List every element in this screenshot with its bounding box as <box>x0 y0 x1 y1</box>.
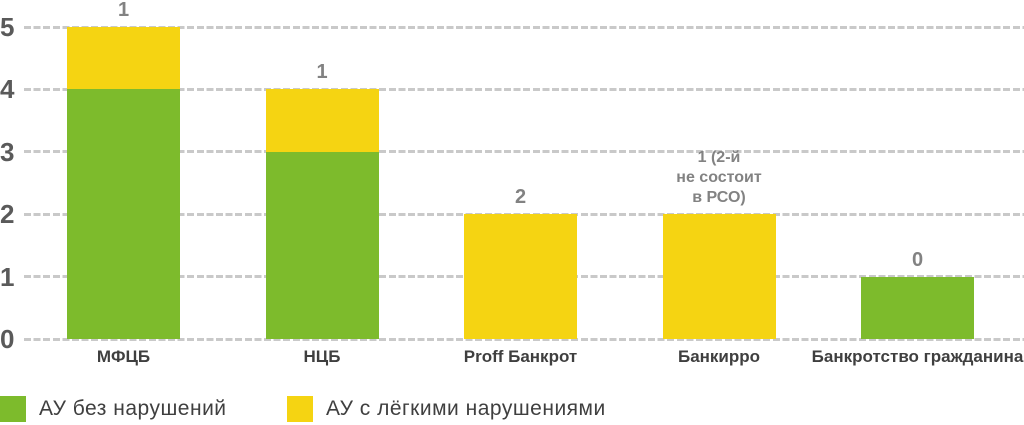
legend-label-no-violations: АУ без нарушений <box>39 397 227 420</box>
bar-1 <box>67 27 180 339</box>
bar-segment-no-violations <box>861 276 974 339</box>
legend-item-light-violations: АУ с лёгкими нарушениями <box>287 396 606 422</box>
bar-value-label: 1 (2-й не состоит в РСО) <box>676 149 762 207</box>
bar-segment-light-violations <box>662 214 776 339</box>
bar-3 <box>464 214 577 339</box>
x-axis-label: Банкротство гражданина <box>811 347 1024 366</box>
x-axis-label: МФЦБ <box>96 347 151 366</box>
y-axis-tick-label: 1 <box>0 261 15 292</box>
legend-swatch-green <box>0 396 26 422</box>
bar-value-label: 2 <box>514 186 527 209</box>
bar-value-label: 1 <box>316 61 328 84</box>
legend-item-no-violations: АУ без нарушений <box>0 396 227 422</box>
bar-value-label: 0 <box>911 248 924 271</box>
x-axis-label: Банкирро <box>677 347 761 366</box>
legend-swatch-yellow <box>287 396 313 422</box>
y-axis-tick-label: 0 <box>0 324 15 354</box>
legend-label-light-violations: АУ с лёгкими нарушениями <box>326 397 606 420</box>
bar-segment-light-violations <box>464 214 577 339</box>
bar-segment-no-violations <box>265 151 379 339</box>
x-axis-label: НЦБ <box>303 347 341 366</box>
bar-segment-light-violations <box>265 89 379 152</box>
bar-value-label: 1 <box>117 0 130 21</box>
gridline <box>24 87 1024 91</box>
y-axis-tick-label: 2 <box>0 199 15 230</box>
bar-segment-light-violations <box>67 27 180 90</box>
x-axis-label: Proff Банкрот <box>463 347 578 366</box>
gridline <box>24 150 1024 154</box>
y-axis-tick-label: 3 <box>0 136 15 167</box>
y-axis-tick-label: 5 <box>0 12 15 42</box>
gridline <box>24 25 1024 29</box>
bar-2 <box>265 89 379 339</box>
bar-5 <box>861 276 974 339</box>
gridline <box>24 337 1024 341</box>
bar-4 <box>662 214 776 339</box>
y-axis-tick-label: 4 <box>0 74 15 105</box>
bar-segment-no-violations <box>67 89 180 339</box>
